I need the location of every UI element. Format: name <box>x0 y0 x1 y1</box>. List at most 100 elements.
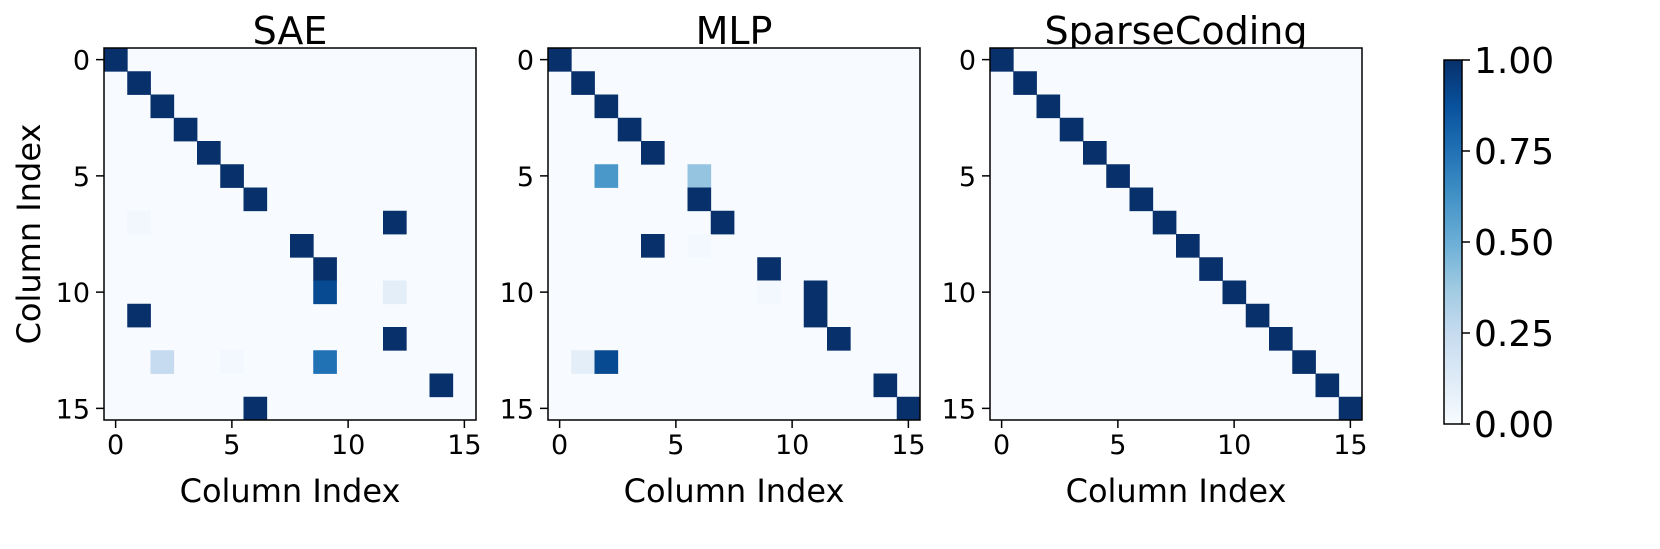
y-ticks: 0 5 10 15 <box>500 46 548 425</box>
x-tick-label: 15 <box>1333 430 1367 461</box>
heatmap-cell <box>1152 210 1177 235</box>
heatmap-cell <box>548 48 572 72</box>
x-ticks: 0 5 10 15 <box>107 420 482 461</box>
x-axis-label: Column Index <box>180 472 401 510</box>
heatmap-cells <box>104 48 476 421</box>
y-tick-label: 0 <box>959 46 976 77</box>
colorbar: 0.00 0.25 0.50 0.75 1.00 <box>1443 41 1554 446</box>
heatmap-cell <box>1129 187 1154 212</box>
heatmap-cell <box>173 117 198 142</box>
heatmap-cell <box>127 71 151 95</box>
heatmap-cell <box>687 234 712 258</box>
heatmap-cell <box>827 327 851 351</box>
y-tick-label: 5 <box>73 162 90 193</box>
heatmap-cell <box>571 71 595 95</box>
heatmap-cell <box>1106 164 1130 188</box>
heatmap-cell <box>197 141 221 165</box>
heatmap-cell <box>1083 141 1107 165</box>
heatmap-cell <box>1269 327 1293 351</box>
y-axis-label: Column Index <box>10 124 48 345</box>
heatmap-cell <box>617 117 642 142</box>
heatmap-cell <box>1292 350 1316 374</box>
heatmap-cell <box>594 94 619 119</box>
y-tick-label: 15 <box>500 394 534 425</box>
colorbar-ticks: 0.00 0.25 0.50 0.75 1.00 <box>1462 41 1554 446</box>
panel-title: MLP <box>696 9 773 53</box>
x-tick-label: 15 <box>447 430 481 461</box>
y-tick-label: 10 <box>942 278 976 309</box>
x-tick-label: 15 <box>891 430 925 461</box>
y-tick-label: 5 <box>959 162 976 193</box>
y-tick-label: 5 <box>517 162 534 193</box>
panel-title: SparseCoding <box>1045 9 1308 53</box>
heatmap-cell <box>104 48 128 72</box>
heatmap-cell <box>313 257 337 281</box>
x-tick-label: 5 <box>1109 430 1126 461</box>
heatmap-cell <box>1013 71 1037 95</box>
plot-frame <box>989 47 1363 421</box>
x-axis-label: Column Index <box>1066 472 1287 510</box>
colorbar-tick-label: 0.25 <box>1474 314 1554 355</box>
heatmap-cell <box>150 94 175 119</box>
x-ticks: 0 5 10 15 <box>993 420 1368 461</box>
heatmap-cell <box>290 234 314 258</box>
panel-title: SAE <box>253 9 328 53</box>
y-tick-label: 0 <box>517 46 534 77</box>
x-tick-label: 0 <box>107 430 124 461</box>
colorbar-tick-label: 0.75 <box>1474 132 1554 173</box>
colorbar-tick-label: 0.50 <box>1474 223 1554 264</box>
heatmap-cell <box>1176 234 1200 258</box>
x-tick-label: 5 <box>223 430 240 461</box>
heatmap-cell <box>594 164 619 188</box>
y-tick-label: 15 <box>56 394 90 425</box>
y-tick-label: 10 <box>500 278 534 309</box>
heatmap-cell <box>1245 303 1270 328</box>
x-tick-label: 10 <box>331 430 365 461</box>
heatmap-cell <box>873 373 898 398</box>
y-ticks: 0 5 10 15 <box>942 46 990 425</box>
heatmap-cell <box>757 280 781 305</box>
heatmap-cell <box>243 396 268 421</box>
mlp-heatmap-panel: MLP 0 5 10 15 0 5 10 15 Column Index <box>500 9 926 510</box>
heatmap-cell <box>803 280 828 305</box>
heatmap-cell <box>1315 373 1340 398</box>
y-tick-label: 10 <box>56 278 90 309</box>
x-tick-label: 10 <box>1217 430 1251 461</box>
heatmap-cell <box>687 187 712 212</box>
heatmap-cell <box>641 234 665 258</box>
heatmap-cell <box>990 48 1014 72</box>
heatmap-cell <box>127 303 151 328</box>
heatmap-cell <box>429 373 454 398</box>
heatmap-cell <box>127 210 151 235</box>
heatmap-cell <box>1059 117 1084 142</box>
heatmap-cell <box>687 164 712 188</box>
colorbar-gradient <box>1443 59 1463 425</box>
colorbar-tick-label: 1.00 <box>1474 41 1554 82</box>
heatmap-cell <box>1199 257 1223 281</box>
heatmap-cell <box>594 350 619 374</box>
heatmap-cell <box>383 280 407 305</box>
heatmap-cell <box>383 210 407 235</box>
heatmap-cells <box>548 48 921 421</box>
x-tick-label: 5 <box>667 430 684 461</box>
heatmap-cell <box>220 350 244 374</box>
heatmap-cell <box>571 350 595 374</box>
heatmap-cell <box>220 164 244 188</box>
heatmap-cell <box>710 210 735 235</box>
plot-frame <box>103 47 477 421</box>
heatmap-cell <box>803 303 828 328</box>
heatmap-cell <box>150 350 175 374</box>
heatmap-cell <box>1338 396 1363 421</box>
heatmap-cell <box>896 396 921 421</box>
y-ticks: 0 5 10 15 <box>56 46 104 425</box>
heatmap-cell <box>641 141 665 165</box>
y-tick-label: 0 <box>73 46 90 77</box>
x-ticks: 0 5 10 15 <box>551 420 926 461</box>
x-tick-label: 10 <box>775 430 809 461</box>
heatmap-cell <box>1036 94 1061 119</box>
sae-heatmap-panel: SAE 0 5 10 15 0 5 10 15 Column Index Column In… <box>10 9 482 510</box>
x-tick-label: 0 <box>993 430 1010 461</box>
sparsecoding-heatmap-panel: SparseCoding 0 5 10 15 0 5 10 15 Column Index <box>942 9 1368 510</box>
heatmap-cell <box>313 280 337 305</box>
